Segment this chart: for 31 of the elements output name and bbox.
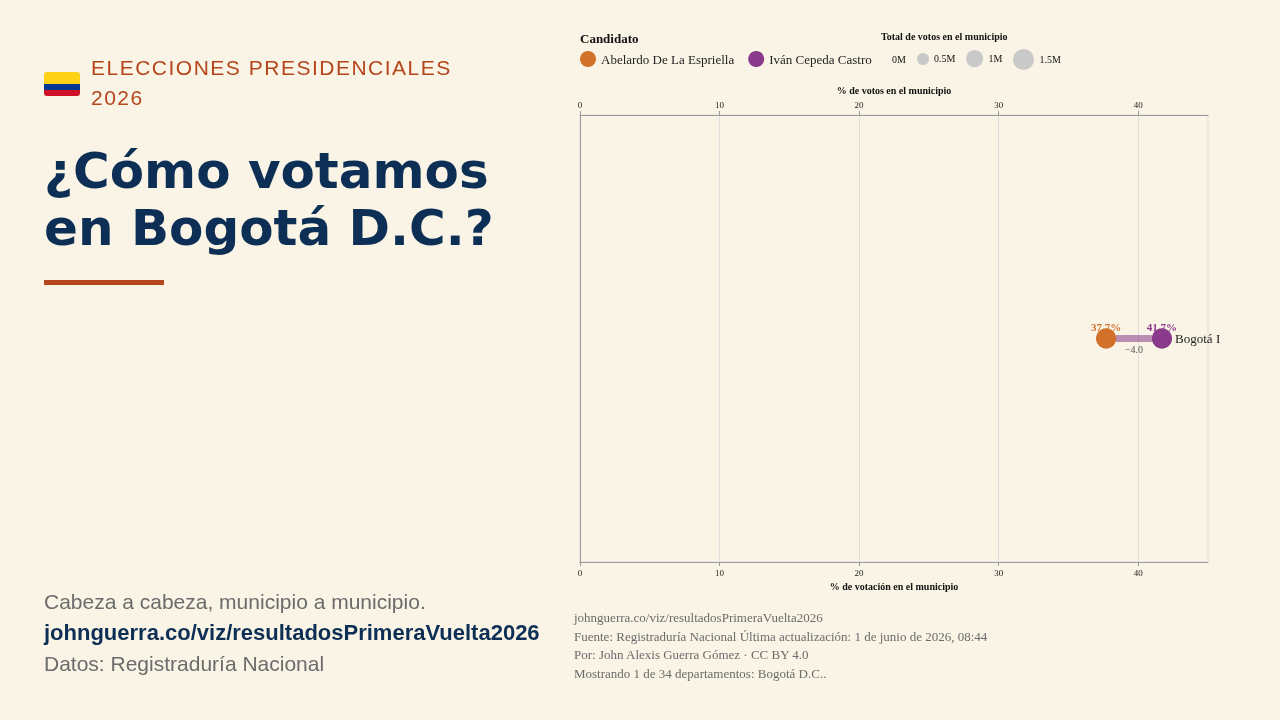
legend-label: 1.5M bbox=[1039, 53, 1061, 65]
x2-tick-label: 20 bbox=[854, 99, 865, 110]
legend-label: 1M bbox=[988, 53, 1003, 65]
text: Total de votos en el municipio bbox=[881, 31, 1009, 44]
legend-label: Abelardo De La Espriella bbox=[601, 51, 735, 67]
text: ¿Cómo votamos en Bogotá D.C.? bbox=[44, 142, 495, 257]
x2-axis-title: % de votos en el municipio bbox=[836, 84, 952, 96]
x2-tick-label: 40 bbox=[1133, 99, 1144, 110]
legend-label: 0.5M bbox=[934, 53, 956, 65]
text: Cabeza a cabeza, municipio a municipio. bbox=[44, 589, 427, 615]
text: johnguerra.co/viz/resultadosPrimeraVuelta2026 bbox=[574, 609, 824, 627]
annotation: −4.0 bbox=[1124, 344, 1144, 355]
x2-tick-label: 0 bbox=[577, 99, 583, 110]
text: Mostrando 1 de 34 departamentos: Bogotá D.C.. bbox=[574, 665, 828, 684]
text: Por: John Alexis Guerra Gómez · CC BY 4.0 bbox=[574, 646, 810, 665]
text: johnguerra.co/viz/resultadosPrimeraVuelta2026 bbox=[44, 619, 541, 647]
x-tick-label: 30 bbox=[994, 567, 1004, 578]
x-tick-label: 10 bbox=[715, 567, 725, 578]
x2-tick-label: 10 bbox=[715, 99, 725, 110]
text: 0M bbox=[892, 53, 906, 65]
x2-tick-label: 30 bbox=[994, 99, 1004, 110]
x-tick-label: 20 bbox=[854, 567, 865, 578]
y-tick-label: Bogotá I bbox=[1175, 331, 1221, 346]
x-tick-label: 0 bbox=[577, 567, 583, 578]
x-tick-label: 40 bbox=[1133, 567, 1144, 578]
text: Datos: Registraduría Nacional bbox=[44, 651, 326, 677]
legend-title: Candidato bbox=[580, 31, 639, 47]
text: ELECCIONES PRESIDENCIALES 2026 bbox=[91, 55, 453, 111]
legend-label: Iván Cepeda Castro bbox=[769, 51, 872, 67]
x-axis-title: % de votación en el municipio bbox=[829, 581, 959, 593]
source-note: Fuente: Registraduría Nacional Última actualización: 1 de junio de 2026, 08:44 bbox=[574, 627, 989, 646]
